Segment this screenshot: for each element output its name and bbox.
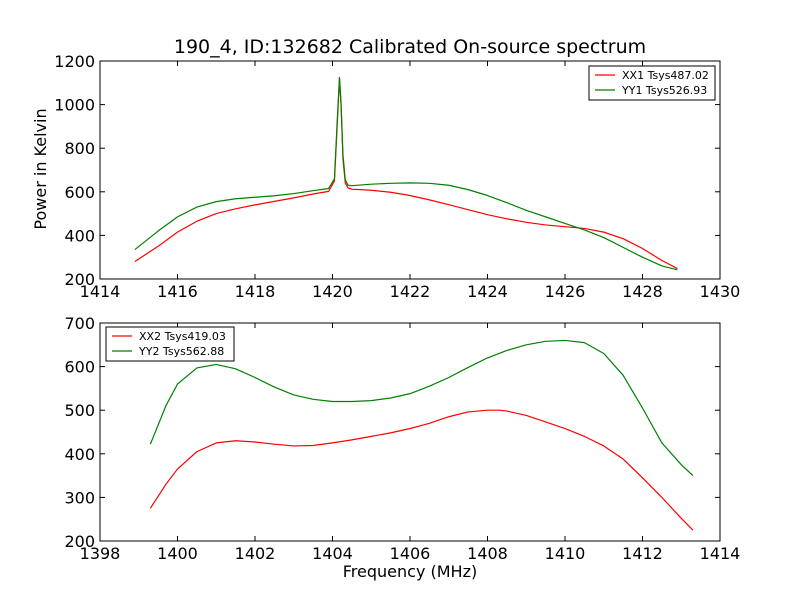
bottom-y-tick-label: 400 [64,445,95,464]
bottom-x-tick-label: 1410 [545,544,586,563]
top-x-tick-label: 1414 [80,282,121,301]
top-x-tick-label: 1416 [157,282,198,301]
bottom-series-line-1 [149,409,694,531]
top-x-tick-label: 1430 [700,282,741,301]
top-x-tick-label: 1420 [312,282,353,301]
bottom-plot-panel: 1398 1400 1402 1404 1406 1408 1410 1412 1414 200 3… [64,314,740,563]
bottom-y-tick-label: 600 [64,358,95,377]
bottom-y-tick-label: 700 [64,314,95,333]
top-y-tick-label: 600 [64,183,95,202]
top-y-tick-label: 1200 [54,52,95,71]
top-y-tick-label: 400 [64,226,95,245]
top-legend-label-2: YY1 Tsys526.93 [621,84,707,97]
top-x-tick-label: 1422 [390,282,431,301]
bottom-legend-label-1: XX2 Tsys419.03 [139,330,226,343]
chart-title: 190_4, ID:132682 Calibrated On-source sp… [174,36,646,58]
bottom-x-tick-label: 1402 [235,544,276,563]
top-x-tick-label: 1424 [467,282,508,301]
top-series-line-1 [134,77,678,270]
top-y-tick-label: 1000 [54,96,95,115]
top-plot-panel: 1414 1416 1418 1420 1422 1424 1426 1428 1430 200 4… [54,52,740,301]
top-legend-box [588,65,716,101]
bottom-x-tick-label: 1406 [390,544,431,563]
y-axis-label-top: Power in Kelvin [31,108,50,229]
bottom-legend: XX2 Tsys419.03 YY2 Tsys562.88 [105,326,235,362]
bottom-y-tick-label: 200 [64,532,95,551]
top-x-tick-label: 1418 [235,282,276,301]
bottom-legend-label-2: YY2 Tsys562.88 [138,345,224,358]
top-x-tick-label: 1426 [545,282,586,301]
bottom-x-tick-label: 1414 [700,544,741,563]
bottom-legend-box [105,326,235,362]
top-x-tick-label: 1428 [622,282,663,301]
bottom-x-tick-label: 1408 [467,544,508,563]
bottom-y-tick-label: 300 [64,488,95,507]
bottom-x-tick-label: 1398 [80,544,121,563]
top-legend: XX1 Tsys487.02 YY1 Tsys526.93 [588,65,716,101]
bottom-x-tick-label: 1400 [157,544,198,563]
top-legend-label-1: XX1 Tsys487.02 [622,69,709,82]
bottom-series-line-2 [149,339,694,477]
bottom-x-tick-label: 1404 [312,544,353,563]
x-axis-label-bottom: Frequency (MHz) [343,562,477,581]
top-y-tick-label: 200 [64,270,95,289]
bottom-x-tick-label: 1412 [622,544,663,563]
top-series-line-2 [134,76,678,271]
top-y-tick-label: 800 [64,139,95,158]
bottom-y-tick-label: 500 [64,401,95,420]
